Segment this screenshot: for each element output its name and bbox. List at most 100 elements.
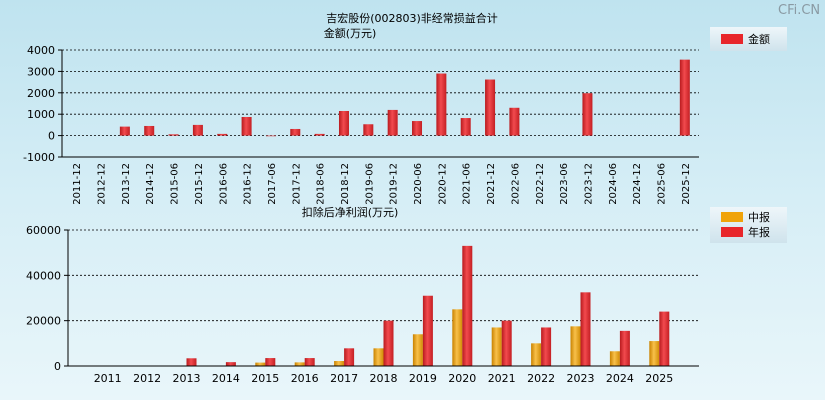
x-tick-label: 2012: [133, 372, 161, 385]
bar-金额-2014-12: [144, 125, 155, 136]
x-tick-label: 2011: [94, 372, 122, 385]
x-tick-label: 2022-06: [510, 163, 521, 205]
y-tick-label: 2000: [27, 87, 55, 100]
x-tick-label: 2015: [251, 372, 279, 385]
x-tick-label: 2017-06: [267, 163, 278, 205]
x-tick-label: 2020-06: [413, 163, 424, 205]
bar-中报-2023: [570, 326, 581, 366]
bar-中报-2025: [649, 341, 660, 366]
x-tick-label: 2023: [567, 372, 595, 385]
x-tick-label: 2021-06: [462, 163, 473, 205]
legend-swatch-interim: [721, 212, 743, 222]
x-tick-label: 2025-12: [681, 163, 692, 205]
bar-金额-2016-12: [241, 116, 252, 136]
chart-1-title: 吉宏股份(002803)非经常损益合计: [326, 11, 498, 25]
chart-1: 吉宏股份(002803)非经常损益合计 金额(万元) -1000 0 1000 200…: [23, 11, 787, 205]
bar-金额-2021-06: [460, 118, 471, 136]
x-tick-label: 2021-12: [486, 163, 497, 205]
bar-年报-2019: [422, 295, 433, 366]
x-tick-label: 2014: [212, 372, 240, 385]
bar-中报-2024: [609, 351, 620, 366]
bar-年报-2022: [541, 327, 552, 366]
x-tick-label: 2013-12: [121, 163, 132, 205]
x-tick-label: 2019: [409, 372, 437, 385]
y-tick-label: 60000: [26, 224, 61, 237]
bar-金额-2018-06: [314, 133, 325, 136]
chart-2-y-ticks: 0 20000 40000 60000: [26, 224, 68, 373]
x-tick-label: 2018-12: [340, 163, 351, 205]
bar-金额-2018-12: [338, 110, 349, 136]
x-tick-label: 2023-12: [583, 163, 594, 205]
chart-1-gridlines: [62, 49, 699, 158]
bar-金额-2021-12: [485, 79, 496, 136]
bar-中报-2021: [491, 327, 502, 366]
bar-金额-2015-12: [192, 124, 203, 136]
bar-中报-2019: [412, 334, 423, 366]
bar-年报-2020: [462, 245, 473, 366]
x-tick-label: 2020: [448, 372, 476, 385]
x-tick-label: 2018: [370, 372, 398, 385]
legend-label-interim: 中报: [748, 210, 770, 224]
bar-中报-2017: [334, 361, 345, 366]
chart-2-bars: [186, 245, 670, 366]
bar-年报-2021: [501, 320, 512, 366]
chart-2-legend: 中报 年报: [710, 207, 787, 243]
x-tick-label: 2012-12: [97, 163, 108, 205]
x-tick-label: 2021: [488, 372, 516, 385]
bar-金额-2020-06: [412, 121, 423, 136]
y-tick-label: 4000: [27, 44, 55, 57]
bar-金额-2019-06: [363, 124, 374, 136]
x-tick-label: 2018-06: [316, 163, 327, 205]
watermark: CFi.CN: [778, 3, 820, 18]
x-tick-label: 2016-06: [218, 163, 229, 205]
bar-金额-2017-06: [265, 135, 276, 137]
bar-年报-2018: [383, 320, 394, 366]
bar-金额-2016-06: [217, 133, 228, 136]
bar-年报-2023: [580, 292, 591, 366]
bar-年报-2017: [344, 348, 355, 366]
y-tick-label: -1000: [23, 151, 55, 164]
x-tick-label: 2025: [645, 372, 673, 385]
x-tick-label: 2022: [527, 372, 555, 385]
x-tick-label: 2013: [173, 372, 201, 385]
bar-年报-2016: [304, 358, 315, 366]
x-tick-label: 2015-06: [170, 163, 181, 205]
bar-中报-2015: [255, 362, 266, 366]
x-tick-label: 2019-06: [364, 163, 375, 205]
y-tick-label: 1000: [27, 108, 55, 121]
bar-年报-2024: [619, 330, 630, 366]
chart-1-bars: [119, 59, 690, 137]
bar-年报-2014: [225, 362, 236, 366]
x-tick-label: 2017-12: [291, 163, 302, 205]
y-tick-label: 0: [48, 130, 55, 143]
legend-label-amount: 金额: [748, 32, 770, 46]
bar-金额-2025-12: [679, 59, 690, 136]
x-tick-label: 2014-12: [145, 163, 156, 205]
bar-金额-2023-12: [582, 93, 593, 136]
x-tick-label: 2024-12: [632, 163, 643, 205]
bar-金额-2019-12: [387, 109, 398, 136]
chart-1-y-ticks: -1000 0 1000 2000 3000 4000: [23, 44, 62, 164]
chart-2: 扣除后净利润(万元) 0 20000 40000 60000 2011 2012 2013…: [26, 205, 787, 385]
chart-2-title: 扣除后净利润(万元): [302, 205, 399, 219]
x-tick-label: 2022-12: [535, 163, 546, 205]
x-tick-label: 2016: [291, 372, 319, 385]
bar-金额-2015-06: [168, 134, 179, 136]
x-tick-label: 2016-12: [243, 163, 254, 205]
x-tick-label: 2024-06: [608, 163, 619, 205]
y-tick-label: 0: [54, 360, 61, 373]
bar-中报-2016: [294, 362, 305, 366]
bar-年报-2015: [265, 358, 276, 366]
x-tick-label: 2024: [606, 372, 634, 385]
chart-2-axes: [67, 230, 699, 367]
bar-中报-2022: [531, 343, 542, 366]
chart-1-axes: [61, 50, 699, 158]
x-tick-label: 2025-06: [656, 163, 667, 205]
x-tick-label: 2019-12: [389, 163, 400, 205]
bar-金额-2022-06: [509, 107, 520, 136]
chart-1-subtitle: 金额(万元): [324, 26, 377, 40]
x-tick-label: 2011-12: [72, 163, 83, 205]
legend-swatch-amount: [721, 34, 743, 44]
legend-swatch-annual: [721, 227, 743, 237]
